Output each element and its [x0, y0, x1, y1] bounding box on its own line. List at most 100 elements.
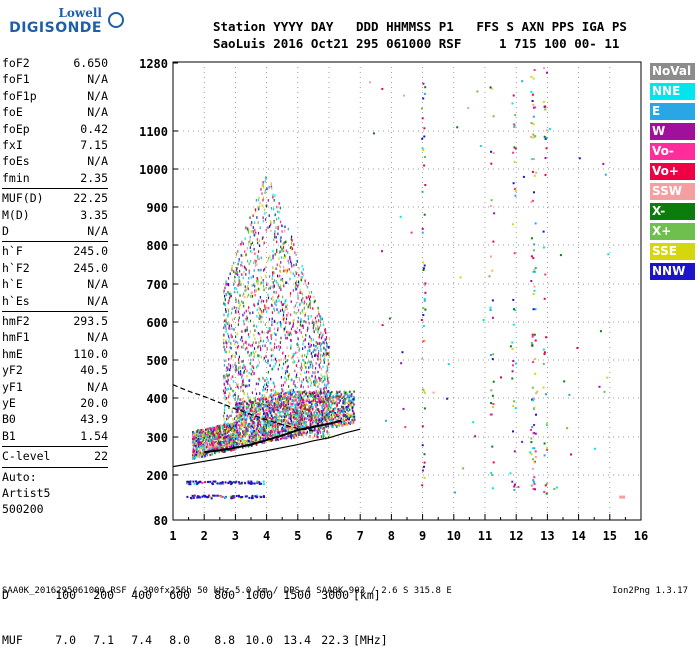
echo-point [231, 307, 233, 311]
echo-point [259, 345, 261, 348]
echo-point [324, 404, 326, 408]
echo-point [271, 367, 273, 371]
echo-point [348, 418, 350, 421]
echo-point [270, 207, 273, 210]
echo-point [293, 416, 295, 419]
x-tick-label: 10 [447, 529, 461, 543]
echo-point [225, 321, 227, 324]
y-tick-label: 1280 [139, 57, 168, 71]
echo-point [224, 429, 226, 433]
echo-point [423, 453, 426, 456]
echo-point [284, 254, 286, 257]
echo-point [545, 393, 547, 396]
echo-point [312, 307, 314, 310]
echo-point [208, 439, 211, 442]
echo-point [342, 421, 345, 424]
echo-point [276, 263, 278, 267]
echo-point [328, 403, 330, 407]
echo-point [235, 436, 237, 439]
echo-point [320, 388, 322, 391]
echo-point [241, 330, 243, 333]
echo-point [263, 219, 265, 223]
echo-point [268, 420, 271, 423]
echo-point [262, 480, 265, 483]
y-tick-label: 700 [146, 278, 168, 292]
echo-point [255, 259, 257, 263]
echo-point [292, 423, 294, 426]
echo-point [227, 379, 229, 382]
echo-point [290, 388, 292, 392]
echo-point [240, 422, 243, 426]
echo-point [304, 371, 306, 374]
echo-point [242, 430, 245, 433]
echo-point [228, 427, 231, 431]
echo-point [346, 393, 349, 396]
echo-point [421, 227, 424, 230]
echo-point [322, 375, 324, 379]
echo-point [293, 319, 295, 322]
echo-point [286, 398, 288, 401]
echo-point [257, 422, 259, 425]
echo-point [264, 434, 266, 437]
echo-point [318, 408, 321, 411]
echo-point [311, 430, 313, 433]
echo-point [323, 412, 325, 415]
echo-point [533, 476, 536, 479]
echo-point [257, 409, 259, 412]
echo-point [282, 307, 284, 310]
echo-point [272, 381, 274, 384]
echo-point [213, 447, 216, 450]
echo-point [271, 311, 273, 314]
echo-point [317, 331, 319, 334]
echo-point [246, 431, 248, 435]
echo-point [310, 315, 312, 318]
echo-point [267, 361, 269, 365]
echo-point [226, 428, 229, 431]
echo-point [281, 426, 284, 429]
echo-point [287, 408, 289, 412]
echo-point [276, 400, 278, 403]
echo-point [257, 282, 259, 285]
echo-point [300, 405, 302, 408]
echo-point [270, 401, 272, 404]
echo-point [249, 246, 251, 249]
echo-point [326, 343, 328, 347]
echo-point [237, 360, 240, 363]
echo-point [239, 432, 241, 435]
echo-point [208, 445, 210, 448]
echo-point [297, 430, 299, 434]
echo-point [532, 103, 535, 106]
echo-point [262, 281, 264, 285]
echo-point [237, 310, 239, 313]
echo-point [285, 427, 288, 430]
x-tick-label: 7 [357, 529, 364, 543]
echo-point [258, 196, 260, 200]
echo-point [307, 315, 309, 318]
echo-point [225, 350, 227, 354]
echo-point [259, 439, 261, 442]
echo-point [315, 411, 318, 414]
echo-point [239, 303, 241, 307]
echo-point [259, 314, 261, 318]
echo-point [344, 400, 346, 403]
echo-point [255, 392, 258, 396]
echo-point [531, 344, 534, 347]
echo-point [283, 266, 285, 269]
echo-point [228, 415, 230, 418]
echo-point [302, 420, 305, 423]
echo-point [252, 358, 254, 361]
echo-point [298, 283, 300, 286]
echo-point [337, 413, 339, 416]
echo-point [253, 436, 256, 439]
echo-point [215, 434, 218, 437]
echo-point [491, 299, 494, 302]
echo-point [296, 390, 299, 393]
echo-point [246, 430, 248, 433]
echo-point [275, 357, 277, 361]
echo-point [513, 252, 516, 255]
param-separator [2, 311, 108, 312]
echo-point [298, 432, 300, 435]
echo-point [542, 348, 545, 351]
echo-point [325, 413, 328, 417]
echo-point [344, 401, 347, 404]
